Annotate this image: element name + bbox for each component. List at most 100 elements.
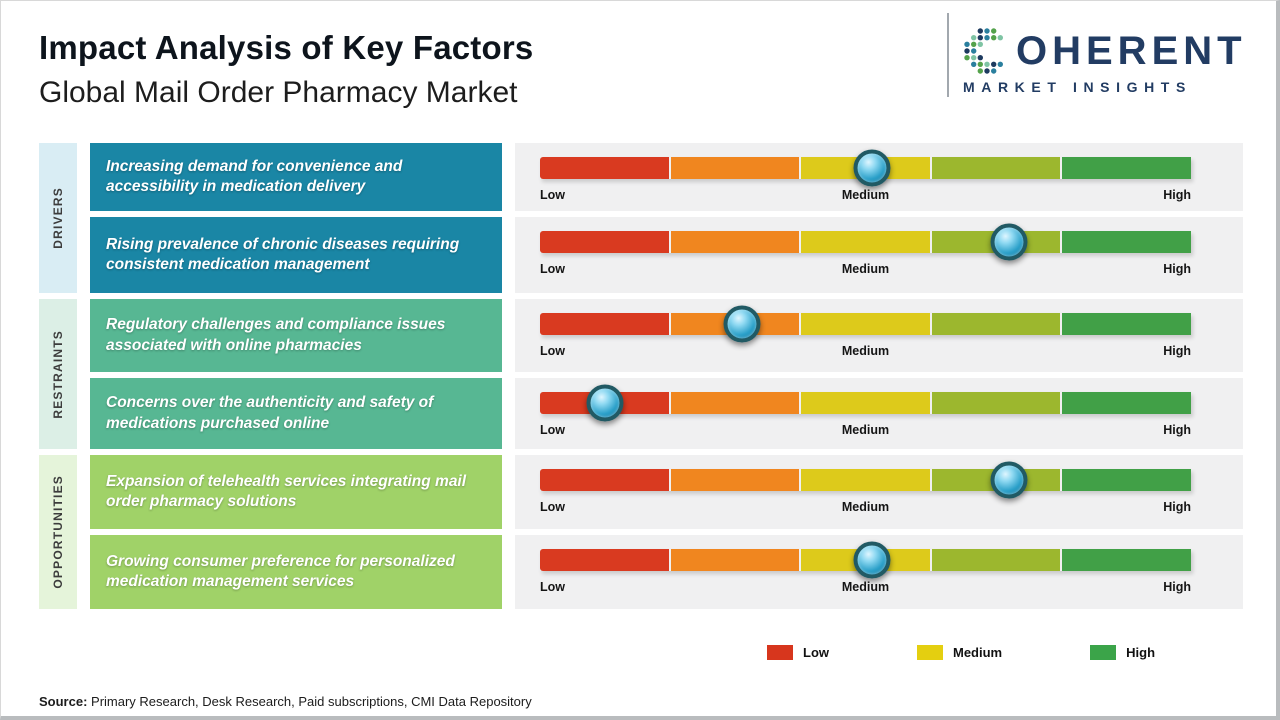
scale-label-low: Low [540,262,565,276]
impact-scale-track [540,305,1191,343]
scale-label-low: Low [540,580,565,594]
factor-text: Increasing demand for convenience and ac… [106,157,403,195]
logo-c-icon [964,28,1003,74]
category-strip-opportunities: OPPORTUNITIES [39,455,77,609]
category-label-opportunities: OPPORTUNITIES [51,475,65,589]
scale-segment-high [1062,392,1191,414]
scale-label-low: Low [540,500,565,514]
impact-scale-track [540,461,1191,499]
scale-label-low: Low [540,188,565,202]
scale-segment-low-mid [670,157,800,179]
scale-labels: Low Medium High [540,262,1191,276]
factor-card: Rising prevalence of chronic diseases re… [90,217,502,293]
scale-segment-low [540,549,669,571]
scale-labels: Low Medium High [540,344,1191,358]
logo-divider [947,13,949,97]
scale-label-high: High [1163,344,1191,358]
scale-label-low: Low [540,344,565,358]
impact-marker[interactable] [990,461,1028,499]
scale-label-high: High [1163,262,1191,276]
scale-segment-low [540,313,669,335]
legend-label-low: Low [803,645,829,660]
impact-bar-row: Low Medium High [515,217,1243,293]
logo-wordmark-text: OHERENT [1016,29,1247,73]
header: Impact Analysis of Key Factors Global Ma… [39,29,533,110]
scale-segment-low [540,231,669,253]
scale-label-high: High [1163,188,1191,202]
scale-segment-mid-high [931,313,1061,335]
scale-segment-low-mid [670,392,800,414]
scale-segment-low [540,157,669,179]
legend-item-low: Low [767,645,829,660]
factor-text: Expansion of telehealth services integra… [106,472,467,510]
legend-swatch-medium [917,645,943,660]
legend-swatch-low [767,645,793,660]
impact-marker[interactable] [990,223,1028,261]
legend-item-high: High [1090,645,1155,660]
impact-marker[interactable] [723,305,761,343]
impact-scale-track [540,223,1191,261]
scale-label-high: High [1163,500,1191,514]
scale-labels: Low Medium High [540,500,1191,514]
factor-card: Regulatory challenges and compliance iss… [90,299,502,372]
legend-label-medium: Medium [953,645,1003,660]
legend-label-high: High [1126,645,1156,660]
source-note: Source: Primary Research, Desk Research,… [39,694,532,709]
impact-bar-row: Low Medium High [515,143,1243,211]
scale-labels: Low Medium High [540,188,1191,202]
factor-text: Growing consumer preference for personal… [106,552,455,590]
scale-segment-medium [801,313,930,335]
impact-bar-row: Low Medium High [515,378,1243,449]
scale-label-high: High [1163,423,1191,437]
impact-scale-track [540,541,1191,579]
scale-segment-medium [801,469,930,491]
impact-bar-row: Low Medium High [515,299,1243,372]
legend-item-medium: Medium [917,645,1002,660]
scale-labels: Low Medium High [540,423,1191,437]
scale-segment-low-mid [670,231,800,253]
factor-card: Growing consumer preference for personal… [90,535,502,609]
scale-label-medium: Medium [841,262,890,276]
scale-label-medium: Medium [841,423,890,437]
category-strip-drivers: DRIVERS [39,143,77,293]
scale-segment-medium [801,392,930,414]
impact-marker[interactable] [853,149,891,187]
factor-card: Concerns over the authenticity and safet… [90,378,502,449]
factor-text: Regulatory challenges and compliance iss… [106,316,446,354]
factor-card: Expansion of telehealth services integra… [90,455,502,529]
scale-labels: Low Medium High [540,580,1191,594]
scale-segment-low [540,469,669,491]
scale-segment-low-mid [670,549,800,571]
factor-text: Concerns over the authenticity and safet… [106,394,434,432]
company-logo: OHERENT MARKET INSIGHTS [963,27,1247,95]
impact-marker[interactable] [853,541,891,579]
page-subtitle: Global Mail Order Pharmacy Market [39,76,518,109]
impact-marker[interactable] [586,384,624,422]
impact-analysis-grid: DRIVERS RESTRAINTS OPPORTUNITIES Increas… [39,143,1243,609]
impact-bar-row: Low Medium High [515,535,1243,609]
scale-segment-high [1062,313,1191,335]
logo-wordmark: OHERENT [963,27,1247,75]
impact-scale-track [540,149,1191,187]
scale-segment-medium [801,231,930,253]
scale-label-medium: Medium [841,580,890,594]
scale-label-medium: Medium [841,500,890,514]
logo-tagline: MARKET INSIGHTS [963,79,1192,95]
impact-scale-track [540,384,1191,422]
factor-card: Increasing demand for convenience and ac… [90,143,502,211]
scale-segment-high [1062,231,1191,253]
category-label-restraints: RESTRAINTS [51,329,65,419]
source-label: Source: [39,694,88,709]
scale-label-medium: Medium [841,188,890,202]
category-strip-restraints: RESTRAINTS [39,299,77,449]
scale-label-medium: Medium [841,344,890,358]
scale-label-high: High [1163,580,1191,594]
scale-segment-high [1062,469,1191,491]
legend-swatch-high [1090,645,1117,660]
scale-segment-high [1062,157,1191,179]
scale-segment-mid-high [931,392,1061,414]
impact-bar-row: Low Medium High [515,455,1243,529]
legend: Low Medium High [767,645,1155,660]
scale-segment-mid-high [931,157,1061,179]
